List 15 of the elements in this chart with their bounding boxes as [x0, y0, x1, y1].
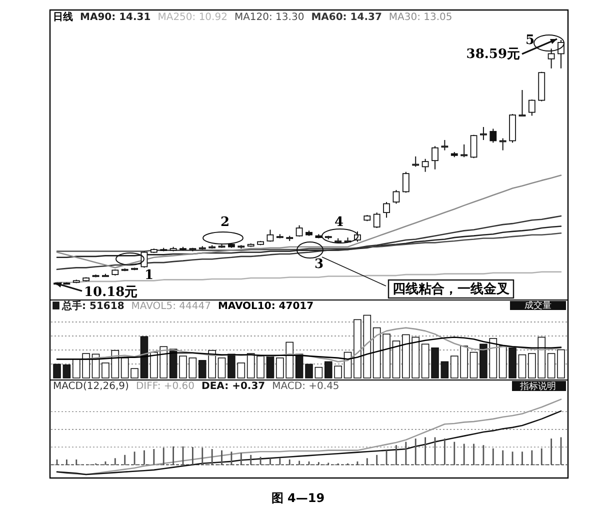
header: 总手: 51618 MAVOL5: 44447 MAVOL10: 47017: [52, 301, 314, 312]
header: MACD(12,26,9) DIFF: +0.60 DEA: +0.37 MACD: +0.45: [53, 381, 340, 392]
legend-label: 总手: 51618: [61, 300, 124, 312]
annotation: 2: [220, 215, 230, 230]
caption: 图 4—19: [271, 491, 325, 505]
header: 日线 MA90: 14.31 MA250: 10.92 MA120: 13.30 MA60: 14.37 MA30: 13.05: [53, 12, 452, 23]
annotation: 1: [144, 268, 154, 283]
text: 指标说明: [519, 381, 556, 392]
annotation: 3: [314, 257, 324, 272]
annotation: 四线粘合，一线金叉: [392, 281, 510, 297]
annotation: 38.59元: [466, 47, 520, 62]
annotation: 5: [525, 33, 535, 48]
annotation: 4: [334, 215, 344, 230]
text: 成交量: [524, 300, 552, 311]
annotation: 10.18元: [84, 285, 138, 300]
